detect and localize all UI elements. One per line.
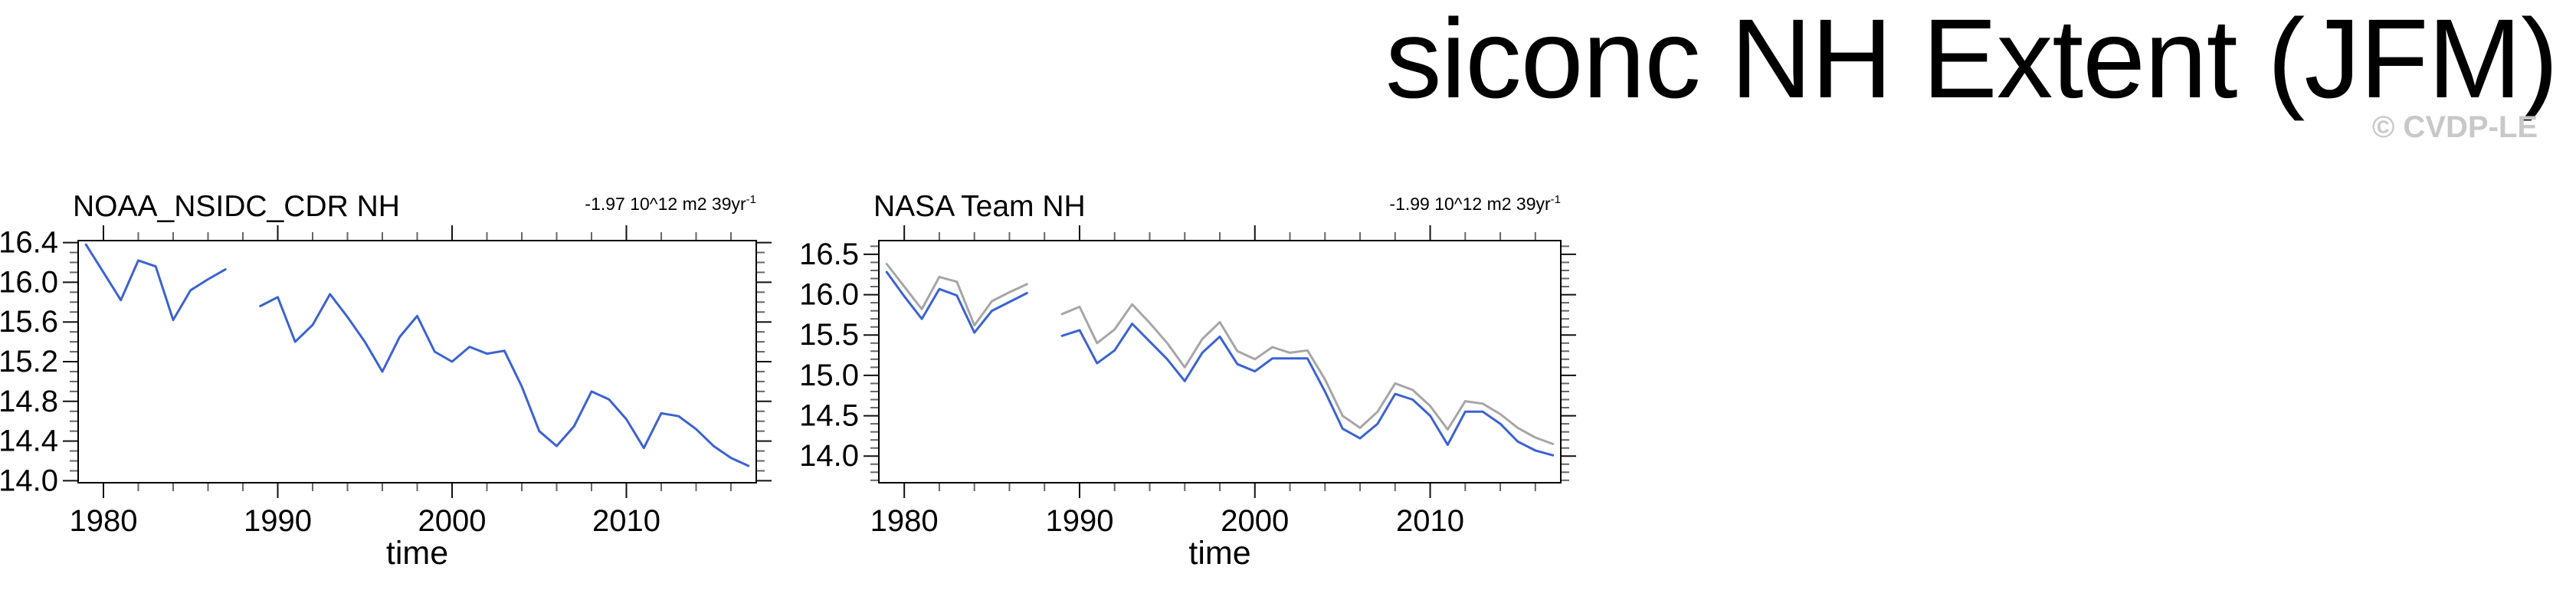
trend-exponent: -1 <box>746 193 756 206</box>
y-tick-label: 14.0 <box>0 464 58 497</box>
chart-0-series-line-0 <box>84 243 750 467</box>
chart-title-noaa-nsidc-cdr: NOAA_NSIDC_CDR NH <box>73 190 400 223</box>
y-tick-label: 16.0 <box>799 278 859 312</box>
y-tick-label: 15.6 <box>0 305 58 339</box>
x-tick-label: 1980 <box>69 504 137 538</box>
x-tick-label: 2000 <box>1221 504 1289 538</box>
x-tick-label: 1990 <box>1045 504 1113 538</box>
y-tick-label: 16.0 <box>0 265 58 299</box>
x-tick-label: 1980 <box>870 504 939 538</box>
chart-1-series-line-0 <box>885 263 1555 445</box>
chart-1-series-line-1 <box>885 270 1555 457</box>
chart-0: 1980 1990 2000 2010 14.0 14.4 14.8 15.2 15.6 16.0… <box>0 225 772 572</box>
trend-label-noaa-nsidc-cdr: -1.97 10^12 m2 39yr-1 <box>78 193 756 214</box>
chart-1: 1980 1990 2000 2010 14.0 14.5 15.0 15.5 16.0 16.5… <box>799 225 1576 572</box>
y-tick-label: 15.2 <box>0 345 58 379</box>
y-tick-label: 14.5 <box>799 399 859 433</box>
watermark: © CVDP-LE <box>2371 110 2538 144</box>
y-tick-label: 16.4 <box>0 226 58 260</box>
chart-title-nasa-team: NASA Team NH <box>873 190 1086 223</box>
page-title: siconc NH Extent (JFM) <box>1385 0 2558 122</box>
x-tick-label: 2010 <box>592 504 660 538</box>
x-axis-title: time <box>1188 535 1250 572</box>
trend-value: -1.97 10^12 m2 39yr <box>585 194 746 214</box>
trend-label-nasa-team: -1.99 10^12 m2 39yr-1 <box>879 193 1561 214</box>
trend-value: -1.99 10^12 m2 39yr <box>1389 194 1551 214</box>
x-tick-label: 1990 <box>244 504 312 538</box>
y-tick-label: 15.5 <box>799 318 859 352</box>
x-tick-label: 2010 <box>1396 504 1464 538</box>
axis-frame <box>77 240 757 483</box>
y-tick-label: 14.0 <box>799 439 859 473</box>
x-tick-label: 2000 <box>418 504 487 538</box>
x-axis-title: time <box>386 535 448 572</box>
axis-frame <box>878 240 1562 483</box>
y-tick-label: 15.0 <box>799 359 859 392</box>
trend-exponent: -1 <box>1550 193 1561 206</box>
y-tick-label: 14.4 <box>0 424 58 458</box>
y-tick-label: 14.8 <box>0 385 58 418</box>
y-tick-label: 16.5 <box>799 238 859 271</box>
